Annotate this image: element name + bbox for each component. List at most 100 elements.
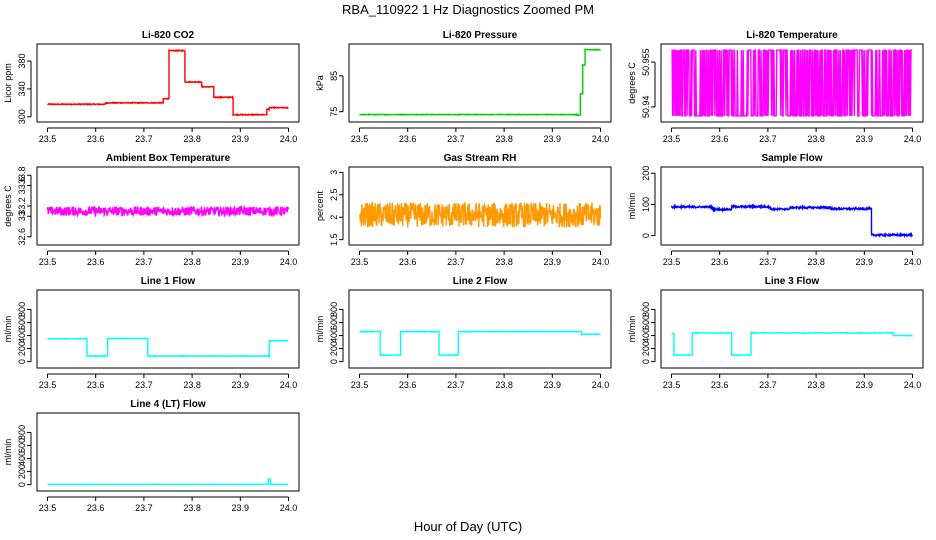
y-tick-label: 800	[17, 425, 27, 440]
y-tick-label: 50.955	[641, 48, 651, 76]
panels: Li-820 CO2 23.5 23.6 23.7 23.8 23.9 24.0 300 340…	[3, 30, 924, 513]
plot-frame	[348, 289, 612, 369]
x-tick-label: 23.5	[39, 503, 57, 513]
x-tick-label: 23.7	[135, 257, 153, 267]
panel-title: Line 1 Flow	[141, 276, 196, 287]
y-tick-label: 200	[329, 341, 339, 356]
x-tick-label: 23.8	[495, 134, 513, 144]
y-axis-label: degrees C	[627, 62, 637, 104]
y-tick-label: 380	[17, 54, 27, 69]
panel-title: Sample Flow	[761, 153, 822, 164]
x-tick-label: 24.0	[592, 134, 610, 144]
y-tick-label: 200	[17, 464, 27, 479]
y-tick-label: 600	[329, 315, 339, 330]
x-tick-label: 23.9	[544, 134, 562, 144]
x-tick-label: 23.5	[663, 380, 681, 390]
y-axis-label: percent	[315, 190, 325, 221]
x-tick-label: 23.8	[807, 257, 825, 267]
panel-rh: Gas Stream RH 23.5 23.6 23.7 23.8 23.9 24.0 1.5…	[315, 153, 612, 267]
x-tick-label: 23.9	[232, 134, 250, 144]
x-tick-label: 23.9	[232, 503, 250, 513]
x-tick-label: 24.0	[280, 257, 298, 267]
x-tick-label: 24.0	[280, 380, 298, 390]
panel-title: Line 3 Flow	[765, 276, 820, 287]
x-tick-label: 23.7	[447, 257, 465, 267]
series-line-line4	[47, 478, 289, 486]
series-line-line1	[47, 337, 289, 359]
x-tick-label: 23.8	[495, 257, 513, 267]
y-tick-label: 600	[17, 438, 27, 453]
series-line-temp	[671, 49, 913, 117]
x-tick-label: 23.7	[135, 134, 153, 144]
y-tick-label: 800	[641, 302, 651, 317]
x-tick-label: 23.8	[183, 257, 201, 267]
y-axis-label: ml/min	[627, 316, 637, 343]
series-line-co2	[47, 48, 289, 117]
plot-frame	[36, 412, 300, 492]
panel-title: Line 2 Flow	[453, 276, 508, 287]
panel-title: Li-820 Temperature	[746, 30, 838, 41]
x-tick-label: 23.7	[135, 380, 153, 390]
x-tick-label: 23.8	[183, 503, 201, 513]
x-tick-label: 23.9	[856, 134, 874, 144]
panel-co2: Li-820 CO2 23.5 23.6 23.7 23.8 23.9 24.0 300 340…	[3, 30, 300, 144]
y-tick-label: 100	[641, 197, 651, 212]
y-tick-label: 340	[17, 81, 27, 96]
plot-frame	[660, 289, 924, 369]
x-tick-label: 23.6	[399, 134, 417, 144]
x-tick-label: 24.0	[592, 380, 610, 390]
y-axis-label: ml/min	[3, 316, 13, 343]
x-tick-label: 23.6	[711, 134, 729, 144]
panel-title: Line 4 (LT) Flow	[130, 399, 206, 410]
x-tick-label: 23.7	[447, 380, 465, 390]
x-tick-label: 24.0	[280, 503, 298, 513]
x-tick-label: 23.6	[399, 257, 417, 267]
x-tick-label: 23.9	[856, 380, 874, 390]
panel-line4: Line 4 (LT) Flow 23.5 23.6 23.7 23.8 23.9 24.0…	[3, 399, 300, 513]
x-tick-label: 24.0	[280, 134, 298, 144]
panel-line2: Line 2 Flow 23.5 23.6 23.7 23.8 23.9 24.0 0 2004…	[315, 276, 612, 390]
x-tick-label: 23.8	[807, 380, 825, 390]
y-tick-label: 50.94	[641, 96, 651, 119]
x-tick-label: 23.8	[495, 380, 513, 390]
y-axis-label: Licor ppm	[3, 63, 13, 103]
y-tick-label: 75	[329, 107, 339, 117]
y-tick-label: 200	[17, 341, 27, 356]
y-tick-label: 33	[17, 211, 27, 221]
x-tick-label: 23.6	[87, 257, 105, 267]
x-tick-label: 23.5	[39, 380, 57, 390]
x-tick-label: 23.5	[663, 134, 681, 144]
panel-temp: Li-820 Temperature 23.5 23.6 23.7 23.8 23.9 24…	[627, 30, 924, 144]
x-tick-label: 24.0	[592, 257, 610, 267]
x-tick-label: 23.6	[399, 380, 417, 390]
y-tick-label: 0	[329, 359, 339, 364]
y-tick-label: 800	[17, 302, 27, 317]
series-line-ambient	[46, 204, 290, 219]
series-line-line2	[359, 329, 601, 357]
y-tick-label: 200	[641, 341, 651, 356]
plot-frame	[348, 43, 612, 123]
y-tick-label: 32.6	[17, 228, 27, 246]
x-tick-label: 23.6	[711, 257, 729, 267]
x-tick-label: 23.9	[232, 380, 250, 390]
panel-title: Li-820 CO2	[142, 30, 195, 41]
y-tick-label: 300	[17, 109, 27, 124]
x-tick-label: 23.8	[183, 380, 201, 390]
series-line-rh	[358, 200, 602, 228]
x-tick-label: 23.5	[351, 257, 369, 267]
y-tick-label: 2.5	[329, 189, 339, 202]
y-tick-label: 400	[641, 328, 651, 343]
panel-title: Li-820 Pressure	[443, 30, 518, 41]
y-tick-label: 33.6	[17, 177, 27, 195]
x-tick-label: 24.0	[904, 134, 922, 144]
figure-xlabel: Hour of Day (UTC)	[414, 519, 522, 534]
y-tick-label: 0	[17, 359, 27, 364]
panel-title: Ambient Box Temperature	[106, 153, 231, 164]
panel-line1: Line 1 Flow 23.5 23.6 23.7 23.8 23.9 24.0 0 2004…	[3, 276, 300, 390]
x-tick-label: 23.5	[663, 257, 681, 267]
y-tick-label: 85	[329, 71, 339, 81]
x-tick-label: 23.8	[807, 134, 825, 144]
y-tick-label: 600	[17, 315, 27, 330]
panel-title: Gas Stream RH	[444, 153, 517, 164]
